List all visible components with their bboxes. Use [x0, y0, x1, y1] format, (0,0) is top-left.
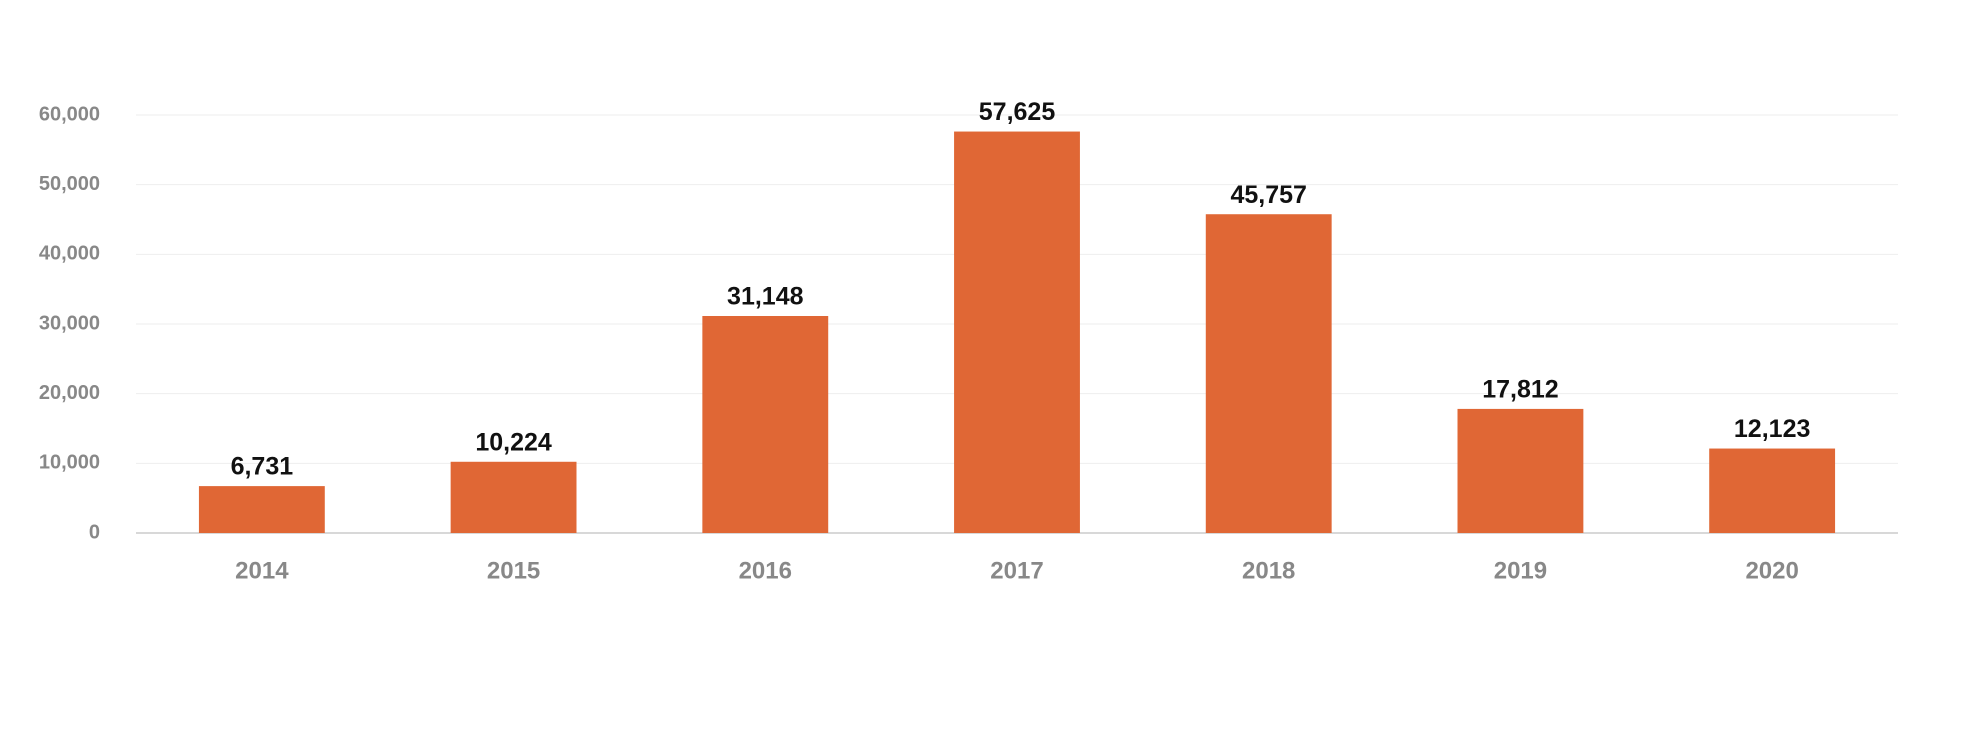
value-label: 6,731: [231, 453, 294, 481]
y-tick-label: 30,000: [39, 312, 100, 334]
value-label: 17,812: [1482, 376, 1558, 404]
x-tick-label: 2015: [487, 557, 540, 584]
bar: [1205, 214, 1332, 533]
x-tick-label: 2019: [1494, 557, 1547, 584]
y-tick-label: 50,000: [39, 173, 100, 195]
x-tick-label: 2017: [990, 557, 1043, 584]
bar: [1709, 448, 1836, 533]
y-tick-label: 10,000: [39, 452, 100, 474]
y-tick-label: 40,000: [39, 243, 100, 265]
bar: [198, 486, 325, 533]
y-tick-label: 60,000: [39, 103, 100, 125]
value-label: 31,148: [727, 283, 804, 311]
value-label: 10,224: [475, 428, 552, 456]
bar: [702, 316, 829, 533]
x-tick-label: 2016: [739, 557, 792, 584]
y-tick-label: 0: [89, 521, 100, 543]
bar: [954, 131, 1080, 533]
value-label: 12,123: [1734, 415, 1810, 443]
x-tick-label: 2014: [235, 557, 289, 584]
bar: [450, 461, 577, 533]
x-tick-label: 2020: [1745, 557, 1798, 584]
y-tick-label: 20,000: [39, 382, 100, 404]
x-tick-label: 2018: [1242, 557, 1295, 584]
bar: [1457, 408, 1584, 533]
value-label: 45,757: [1230, 181, 1306, 209]
value-label: 57,625: [979, 98, 1056, 126]
